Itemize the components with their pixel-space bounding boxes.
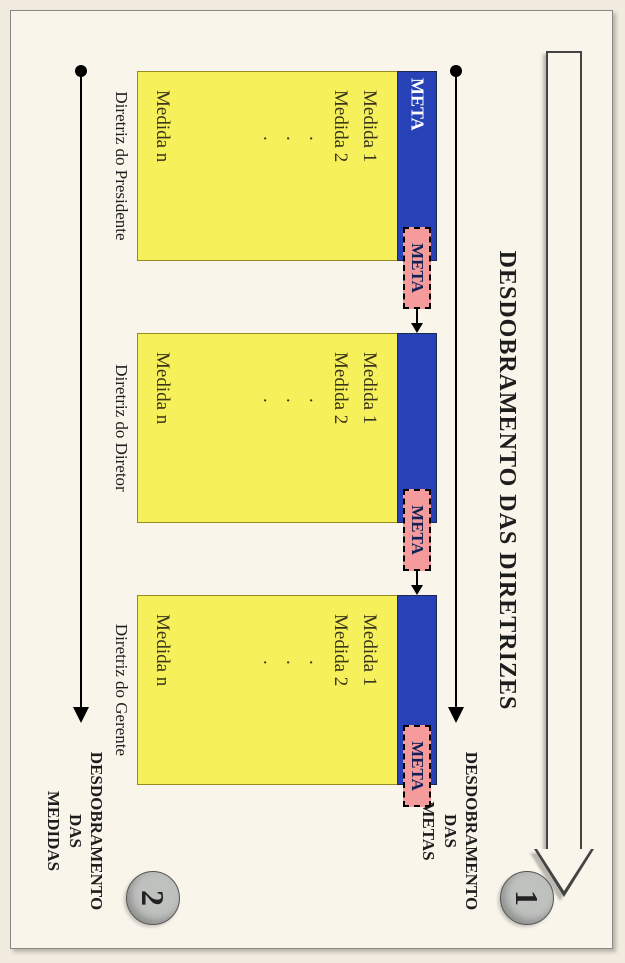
- column-diretor: META Medida 1 Medida 2 . . . Medida n Di…: [111, 333, 437, 523]
- column-body: Medida 1 Medida 2 . . . Medida n: [137, 595, 397, 785]
- meta-bubble: META: [403, 725, 431, 807]
- dots: .: [258, 352, 281, 504]
- medida-row-n: Medida n: [148, 90, 177, 242]
- medida-row-n: Medida n: [148, 614, 177, 766]
- dots: .: [280, 352, 303, 504]
- axis-top-line1: DESDOBRAMENTO: [461, 731, 482, 931]
- meta-link: META: [397, 261, 437, 333]
- badge-1-text: 1: [509, 890, 546, 906]
- badge-2: 2: [126, 871, 180, 925]
- column-caption: Diretriz do Diretor: [111, 333, 131, 523]
- dots: .: [258, 90, 281, 242]
- main-title: DESDOBRAMENTO DAS DIRETRIZES: [493, 11, 520, 950]
- axis-bottom-line3: MEDIDAS: [43, 731, 64, 931]
- dots: .: [303, 352, 326, 504]
- medida-row: Medida 1: [355, 352, 384, 504]
- medida-row: Medida 2: [326, 352, 355, 504]
- axis-bottom-label: DESDOBRAMENTO DAS MEDIDAS: [43, 731, 107, 931]
- medida-row: Medida 2: [326, 614, 355, 766]
- meta-link-tail: META: [397, 785, 437, 815]
- axis-top: [455, 71, 457, 721]
- meta-bubble-text: META: [407, 505, 427, 555]
- meta-label: META: [407, 78, 428, 131]
- big-arrow: [536, 51, 592, 911]
- dots: .: [258, 614, 281, 766]
- column-gerente: META Medida 1 Medida 2 . . . Medida n Di…: [111, 595, 437, 785]
- column-caption: Diretriz do Gerente: [111, 595, 131, 785]
- column-presidente: META Medida 1 Medida 2 . . . Medida n Di…: [111, 71, 437, 261]
- column-body: Medida 1 Medida 2 . . . Medida n: [137, 333, 397, 523]
- meta-link: META: [397, 523, 437, 595]
- dots: .: [303, 90, 326, 242]
- rotated-stage: DESDOBRAMENTO DAS DIRETRIZES DESDOBRAMEN…: [11, 11, 612, 950]
- meta-bubble: META: [403, 227, 431, 309]
- diagram: META Medida 1 Medida 2 . . . Medida n Di…: [137, 71, 437, 711]
- axis-bottom-line1: DESDOBRAMENTO: [86, 731, 107, 931]
- dots: .: [280, 90, 303, 242]
- page-frame: DESDOBRAMENTO DAS DIRETRIZES DESDOBRAMEN…: [10, 10, 613, 949]
- medida-row: Medida 1: [355, 614, 384, 766]
- medida-row-n: Medida n: [148, 352, 177, 504]
- medida-row: Medida 2: [326, 90, 355, 242]
- axis-bottom-line2: DAS: [65, 731, 86, 931]
- column-body: Medida 1 Medida 2 . . . Medida n: [137, 71, 397, 261]
- meta-bubble-text: META: [407, 741, 427, 791]
- axis-bottom: [80, 71, 82, 721]
- badge-2-text: 2: [135, 890, 172, 906]
- badge-1: 1: [500, 871, 554, 925]
- dots: .: [280, 614, 303, 766]
- medida-row: Medida 1: [355, 90, 384, 242]
- dots: .: [303, 614, 326, 766]
- axis-top-line2: DAS: [440, 731, 461, 931]
- meta-bubble-text: META: [407, 243, 427, 293]
- meta-bubble: META: [403, 489, 431, 571]
- column-caption: Diretriz do Presidente: [111, 71, 131, 261]
